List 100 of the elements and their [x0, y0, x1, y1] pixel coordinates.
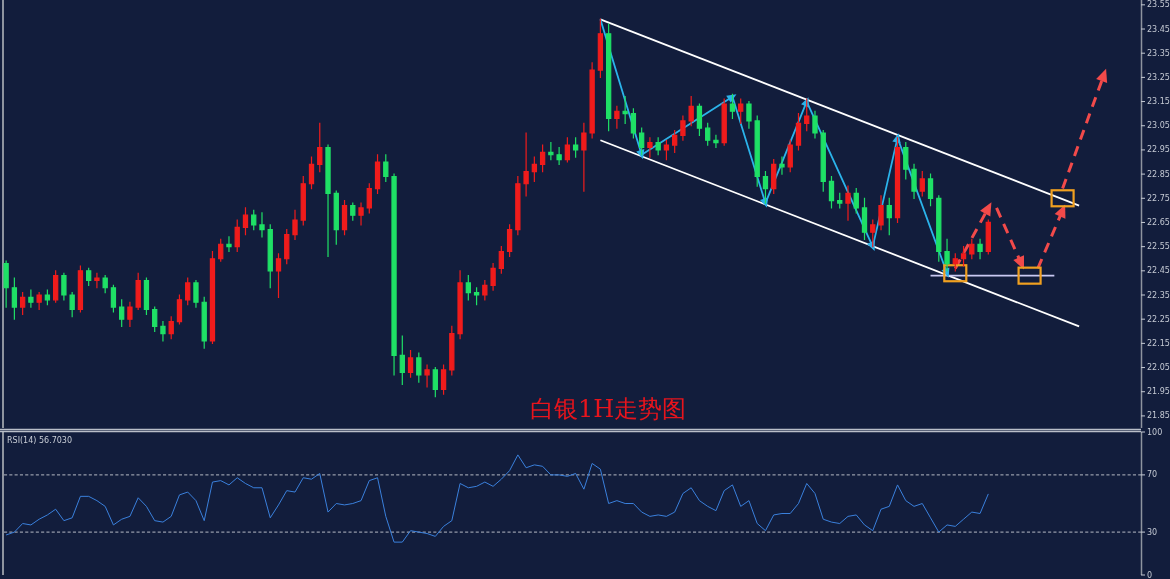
candlestick — [853, 188, 859, 214]
y-tick-label: 0 — [1147, 570, 1153, 579]
candlestick — [738, 98, 744, 124]
candlestick — [531, 156, 538, 182]
candlestick — [490, 262, 496, 291]
candlestick — [399, 335, 405, 386]
candlestick — [127, 301, 133, 328]
point — [1017, 266, 1042, 285]
y-tick-label: 22.65 — [1147, 217, 1170, 227]
candlestick — [688, 96, 694, 127]
candlestick — [795, 113, 802, 151]
candlestick — [903, 142, 909, 180]
candlestick — [655, 137, 661, 156]
candlestick — [3, 260, 9, 308]
candlestick — [597, 18, 604, 78]
candlestick — [977, 238, 983, 260]
y-tick-label: 21.85 — [1147, 411, 1170, 421]
candlestick — [11, 277, 18, 320]
candlestick — [556, 146, 562, 166]
candlestick — [110, 284, 117, 313]
candlestick — [160, 321, 166, 342]
y-tick-label: 21.95 — [1147, 387, 1170, 397]
y-tick-label: 22.45 — [1147, 266, 1170, 276]
candlestick — [861, 197, 868, 240]
candlestick — [61, 272, 67, 301]
point — [1050, 189, 1075, 208]
y-tick-label: 23.15 — [1147, 97, 1170, 107]
candlestick — [424, 364, 430, 388]
candlestick — [523, 132, 529, 197]
candlestick — [680, 115, 686, 141]
y-tick-label: 22.25 — [1147, 314, 1170, 324]
y-tick-label: 22.75 — [1147, 193, 1170, 203]
candlestick — [185, 277, 191, 306]
candlestick — [614, 105, 620, 129]
candlestick — [539, 144, 546, 173]
candlestick — [515, 175, 521, 236]
candlestick — [292, 209, 298, 240]
y-tick-label: 30 — [1147, 527, 1158, 537]
y-tick-label: 100 — [1147, 427, 1163, 437]
candlestick — [969, 238, 975, 260]
candlestick — [391, 173, 397, 376]
candlestick — [870, 219, 876, 248]
candlestick — [952, 253, 958, 272]
candlestick — [44, 289, 51, 306]
candlestick — [465, 275, 471, 301]
candlestick — [812, 110, 818, 139]
y-tick-label: 22.55 — [1147, 242, 1170, 252]
candlestick — [482, 279, 488, 301]
candlestick — [548, 142, 554, 161]
candlestick — [630, 108, 637, 139]
candlestick — [242, 207, 249, 236]
candlestick — [325, 144, 331, 257]
candlestick — [473, 287, 480, 306]
candlestick — [135, 272, 141, 311]
y-tick-label: 23.35 — [1147, 48, 1170, 58]
point — [943, 264, 968, 283]
candlestick — [275, 253, 282, 299]
candlestick — [366, 183, 372, 214]
candlestick — [746, 100, 752, 129]
candlestick — [251, 209, 257, 231]
candlestick — [432, 366, 438, 398]
candlestick — [416, 352, 422, 383]
candlestick — [94, 272, 100, 289]
y-tick-label: 23.55 — [1147, 0, 1170, 10]
y-tick-label: 23.25 — [1147, 72, 1170, 82]
candlestick — [168, 316, 174, 340]
y-tick-label: 70 — [1147, 470, 1158, 480]
candlestick — [86, 267, 92, 286]
candlestick — [457, 270, 463, 340]
chart-title: RSI(14) 56.7030 — [7, 435, 73, 445]
y-tick-label: 22.15 — [1147, 338, 1170, 348]
candlestick — [572, 137, 579, 158]
y-tick-label: 22.85 — [1147, 169, 1170, 179]
candlestick — [886, 197, 892, 236]
candlestick — [754, 115, 760, 187]
candlestick — [622, 96, 628, 124]
candlestick — [663, 139, 670, 161]
candlestick — [36, 291, 42, 311]
candlestick — [102, 275, 108, 294]
y-tick-label: 22.95 — [1147, 145, 1170, 155]
candlestick — [449, 325, 455, 376]
candlestick — [779, 156, 785, 175]
candlestick — [358, 202, 364, 226]
candlestick — [193, 279, 199, 308]
candlestick — [672, 129, 678, 153]
candlestick — [440, 364, 447, 395]
candlestick — [927, 173, 934, 207]
y-tick-label: 22.05 — [1147, 363, 1170, 373]
candlestick — [911, 163, 917, 199]
candlestick — [317, 122, 323, 173]
text: 白银1H走势图 — [529, 395, 687, 423]
candlestick — [259, 212, 265, 238]
candlestick — [705, 122, 711, 146]
candlestick — [589, 62, 595, 139]
candlestick — [498, 246, 505, 274]
candlestick — [564, 137, 571, 163]
candlestick — [350, 202, 356, 221]
candlestick — [28, 289, 34, 308]
candlestick — [878, 195, 884, 231]
y-tick-label: 22.35 — [1147, 290, 1170, 300]
